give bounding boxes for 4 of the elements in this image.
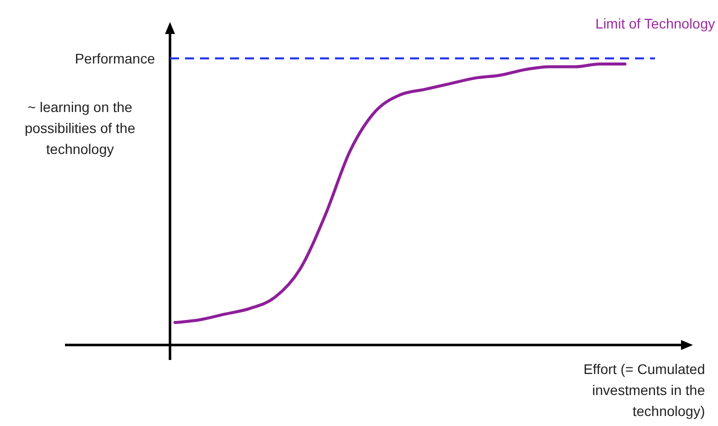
x-axis-title: Effort (= Cumulated investments in the technology) xyxy=(583,361,706,419)
y-axis-title: Performance xyxy=(74,50,156,66)
text: ~ learning on the possibilities of the technology xyxy=(24,99,136,157)
ref-line-label: Limit of Technology xyxy=(595,15,715,32)
